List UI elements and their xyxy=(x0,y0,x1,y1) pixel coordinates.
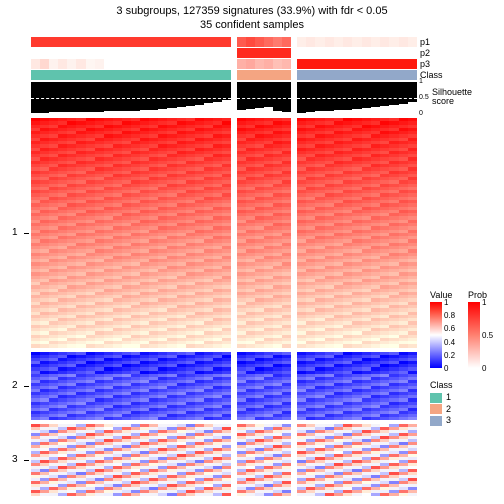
row-group-label-1: 1 xyxy=(12,227,18,238)
ann-label-p3: p3 xyxy=(420,59,430,69)
ann-class-block2 xyxy=(237,70,291,80)
ann-label-p1: p1 xyxy=(420,37,430,47)
ann-p2-block3 xyxy=(297,48,417,58)
title-line2: 35 confident samples xyxy=(0,19,504,31)
heatmap-g2-b2 xyxy=(237,352,291,420)
ann-p3-block1 xyxy=(31,59,231,69)
ann-p2-block2 xyxy=(237,48,291,58)
ann-p1-block3 xyxy=(297,37,417,47)
ann-p1-block2 xyxy=(237,37,291,47)
heatmap-g3-b2 xyxy=(237,424,291,496)
legend-value: Value10.80.60.40.20 xyxy=(430,290,452,368)
heatmap-g3-b1 xyxy=(31,424,231,496)
legend-class: Class123 xyxy=(430,380,453,427)
heatmap-g3-b3 xyxy=(297,424,417,496)
heatmap-g1-b3 xyxy=(297,118,417,348)
ann-p3-block3 xyxy=(297,59,417,69)
title-line1: 3 subgroups, 127359 signatures (33.9%) w… xyxy=(0,5,504,17)
legend-prob: Prob10.50 xyxy=(468,290,487,368)
heatmap-g2-b1 xyxy=(31,352,231,420)
heatmap-g2-b3 xyxy=(297,352,417,420)
ann-label-p2: p2 xyxy=(420,48,430,58)
silhouette-label: Silhouettescore xyxy=(432,88,472,106)
row-group-label-3: 3 xyxy=(12,454,18,465)
heatmap-g1-b1 xyxy=(31,118,231,348)
ann-label-class: Class xyxy=(420,70,443,80)
ann-p2-block1 xyxy=(31,48,231,58)
ann-class-block1 xyxy=(31,70,231,80)
row-group-label-2: 2 xyxy=(12,380,18,391)
ann-p1-block1 xyxy=(31,37,231,47)
ann-p3-block2 xyxy=(237,59,291,69)
heatmap-g1-b2 xyxy=(237,118,291,348)
ann-class-block3 xyxy=(297,70,417,80)
